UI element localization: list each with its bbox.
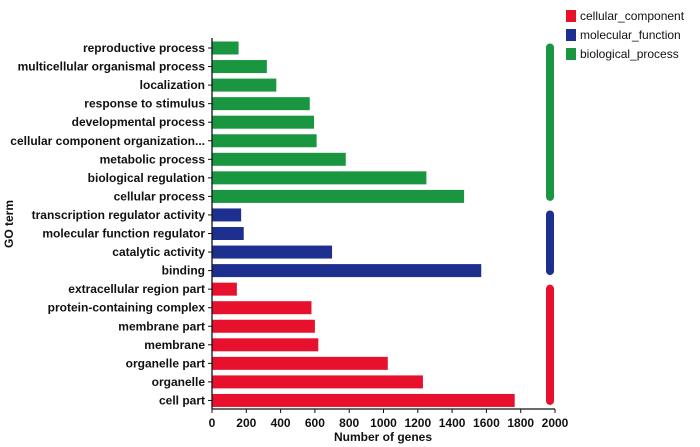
bar-organelle-part <box>212 356 388 370</box>
category-label-extracellular-region-part: extracellular region part <box>68 282 205 296</box>
bar-localization <box>212 78 277 92</box>
category-label-multicellular-organismal-process: multicellular organismal process <box>18 60 206 74</box>
category-label-response-to-stimulus: response to stimulus <box>84 97 205 111</box>
legend-swatch-cellular-component <box>566 10 576 22</box>
bar-developmental-process <box>212 115 315 129</box>
bar-catalytic-activity <box>212 245 333 259</box>
group-bracket-biological-process <box>546 43 554 201</box>
category-labels: reproductive process multicellular organi… <box>10 41 212 407</box>
bar-biological-regulation <box>212 171 427 185</box>
category-label-catalytic-activity: catalytic activity <box>112 245 205 259</box>
x-tick-label-1600: 1600 <box>473 416 500 430</box>
bar-cellular-component-organization <box>212 134 317 148</box>
bar-protein-containing-complex <box>212 301 312 315</box>
x-tick-label-800: 800 <box>339 416 359 430</box>
bar-membrane <box>212 338 319 352</box>
bar-multicellular-organismal-process <box>212 60 267 74</box>
bar-cellular-process <box>212 189 465 203</box>
bar-organelle <box>212 375 423 389</box>
category-label-reproductive-process: reproductive process <box>83 41 205 55</box>
bar-molecular-function-regulator <box>212 227 244 240</box>
bar-cell-part <box>212 393 515 407</box>
category-label-binding: binding <box>162 264 205 278</box>
group-bracket-molecular-function <box>546 210 554 276</box>
legend-label-biological-process: biological_process <box>580 47 679 61</box>
legend-label-cellular-component: cellular_component <box>580 9 685 23</box>
bar-response-to-stimulus <box>212 97 310 111</box>
x-tick-label-600: 600 <box>305 416 325 430</box>
x-tick-label-1400: 1400 <box>439 416 466 430</box>
x-tick-label-200: 200 <box>236 416 256 430</box>
x-tick-label-400: 400 <box>271 416 291 430</box>
legend: cellular_component molecular_functionbiol… <box>566 9 685 61</box>
category-label-cellular-process: cellular process <box>114 189 206 203</box>
x-axis-title: Number of genes <box>334 430 432 444</box>
category-label-metabolic-process: metabolic process <box>100 152 206 166</box>
legend-swatch-biological-process <box>566 48 576 60</box>
category-label-localization: localization <box>140 78 205 92</box>
axes <box>211 38 555 410</box>
bar-extracellular-region-part <box>212 282 237 296</box>
category-label-membrane-part: membrane part <box>118 319 205 333</box>
x-ticks: 0 200 400 600 800 1000 1200 1400 1600 1800 2000 <box>209 409 569 430</box>
bar-transcription-regulator-activity <box>212 208 242 222</box>
bar-binding <box>212 264 482 278</box>
category-label-cellular-component-organization: cellular component organization... <box>10 134 205 148</box>
bar-metabolic-process <box>212 152 346 166</box>
x-tick-label-1800: 1800 <box>507 416 534 430</box>
y-axis-title: GO term <box>2 200 16 248</box>
bar-membrane-part <box>212 319 315 333</box>
legend-swatch-molecular-function <box>566 29 576 41</box>
group-bracket-cellular-component <box>546 284 554 405</box>
category-label-molecular-function-regulator: molecular function regulator <box>42 227 205 241</box>
x-tick-label-0: 0 <box>209 416 216 430</box>
group-brackets <box>546 43 554 405</box>
x-tick-label-1200: 1200 <box>404 416 431 430</box>
category-label-biological-regulation: biological regulation <box>88 171 205 185</box>
bars-group <box>212 41 515 407</box>
category-label-cell-part: cell part <box>159 393 205 407</box>
category-label-protein-containing-complex: protein-containing complex <box>48 301 206 315</box>
legend-label-molecular-function: molecular_function <box>580 28 681 42</box>
x-tick-label-1000: 1000 <box>370 416 397 430</box>
category-label-transcription-regulator-activity: transcription regulator activity <box>32 208 206 222</box>
category-label-membrane: membrane <box>144 338 205 352</box>
category-label-organelle: organelle <box>152 375 206 389</box>
x-tick-label-2000: 2000 <box>542 416 569 430</box>
category-label-developmental-process: developmental process <box>72 115 206 129</box>
category-label-organelle-part: organelle part <box>126 356 205 370</box>
bar-reproductive-process <box>212 41 239 55</box>
